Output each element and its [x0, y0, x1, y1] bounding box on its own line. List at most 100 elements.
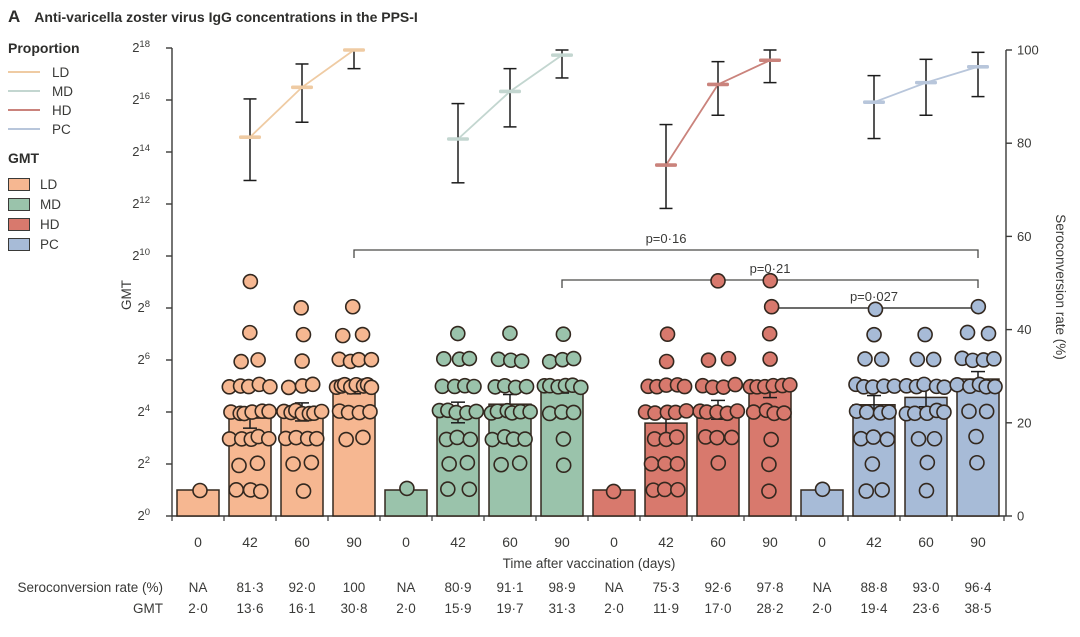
scatter-dot-HD — [669, 456, 686, 472]
right-tick-label: 100 — [1017, 43, 1039, 58]
scatter-dot-HD — [761, 456, 777, 473]
scatter-dot-LD — [338, 431, 354, 448]
x-tick-label: 90 — [762, 534, 778, 550]
x-tick-label: 90 — [346, 534, 362, 550]
scatter-dot-PC — [959, 324, 976, 341]
scatter-dot-HD — [763, 431, 779, 448]
proportion-marker-PC — [967, 64, 989, 69]
x-tick-label: 0 — [818, 534, 826, 550]
scatter-dot-PC — [969, 454, 985, 471]
scatter-dot-MD — [466, 378, 482, 395]
scatter-dot-MD — [555, 431, 572, 447]
ld-box-swatch — [8, 177, 30, 191]
table-value: 13·6 — [236, 601, 263, 616]
hd-line-swatch — [8, 109, 40, 111]
scatter-dot-MD — [502, 325, 518, 342]
scatter-dot-LD — [295, 483, 312, 499]
x-tick-label: 0 — [402, 534, 410, 550]
scatter-dot-MD — [513, 353, 530, 369]
pc-box-swatch — [8, 237, 30, 251]
scatter-dot-MD — [565, 350, 582, 367]
scatter-dot-PC — [864, 456, 881, 472]
x-tick-label: 42 — [866, 534, 882, 550]
scatter-dot-MD — [518, 378, 535, 395]
scatter-dot-HD — [658, 353, 675, 370]
scatter-dot-PC — [857, 351, 873, 367]
scatter-dot-HD — [710, 273, 726, 289]
x-tick-label: 60 — [294, 534, 310, 550]
scatter-dot-LD — [295, 326, 312, 343]
proportion-marker-PC — [863, 100, 885, 104]
scatter-dot-PC — [936, 379, 953, 395]
scatter-dot-MD — [441, 456, 457, 472]
scatter-dot-HD — [727, 376, 744, 393]
table-value: 19·4 — [860, 601, 888, 616]
bar-PC-day90 — [956, 378, 1000, 517]
table-value: NA — [397, 580, 416, 595]
legend-item-proportion-pc: PC — [8, 121, 71, 137]
scatter-dot-HD — [776, 405, 792, 421]
scatter-dot-LD — [249, 455, 266, 472]
scatter-dot-PC — [917, 326, 933, 343]
proportion-marker-MD — [551, 53, 573, 57]
left-tick-label: 22 — [137, 455, 150, 471]
table-row-label: GMT — [133, 601, 163, 616]
scatter-dot-HD — [763, 298, 780, 315]
scatter-dot-PC — [910, 431, 927, 447]
legend-label: MD — [40, 196, 61, 212]
legend-label: MD — [52, 83, 73, 99]
scatter-dot-PC — [978, 403, 995, 420]
scatter-dot-LD — [304, 376, 321, 393]
bar-HD-day60 — [696, 408, 740, 517]
table-value: 2·0 — [396, 601, 416, 616]
table-value: 11·9 — [653, 601, 679, 616]
scatter-dot-MD — [541, 353, 558, 370]
table-value: 93·0 — [912, 580, 939, 595]
left-tick-label: 26 — [137, 351, 150, 367]
y-axis-title: GMT — [119, 280, 134, 310]
scatter-dot-LD — [231, 457, 247, 474]
legend-label: HD — [40, 216, 60, 232]
scatter-dot-PC — [866, 326, 882, 343]
figure-header: A Anti-varicella zoster virus IgG concen… — [8, 7, 418, 27]
legend-label: LD — [52, 64, 70, 80]
proportion-marker-MD — [499, 89, 521, 94]
ld-line-swatch — [8, 71, 40, 73]
scatter-dot-LD — [355, 429, 371, 446]
scatter-dot-PC — [949, 376, 966, 393]
table-value: 30·8 — [340, 601, 367, 616]
x-tick-label: 60 — [710, 534, 726, 550]
pvalue-bracket — [353, 249, 979, 258]
scatter-dot-PC — [865, 429, 882, 445]
table-value: 100 — [343, 580, 366, 595]
table-value: 75·3 — [652, 580, 679, 595]
scatter-dot-MD — [461, 350, 478, 367]
scatter-dot-HD — [709, 429, 725, 446]
scatter-dot-HD — [720, 350, 737, 367]
table-value: 16·1 — [288, 601, 315, 616]
scatter-dot-MD — [493, 456, 509, 473]
md-box-swatch — [8, 197, 30, 211]
legend-proportion-title: Proportion — [8, 40, 80, 56]
table-value: 38·5 — [964, 601, 991, 616]
scatter-dot-MD — [573, 379, 589, 396]
right-tick-label: 80 — [1017, 136, 1031, 151]
scatter-dot-LD — [362, 403, 378, 420]
scatter-dot-MD — [565, 404, 582, 421]
scatter-dot-LD — [228, 482, 245, 498]
left-tick-label: 218 — [132, 39, 150, 55]
scatter-dot-MD — [449, 325, 466, 342]
table-value: 92·6 — [704, 580, 731, 595]
scatter-dot-PC — [919, 454, 936, 471]
scatter-dot-LD — [242, 273, 259, 290]
scatter-dot-MD — [555, 326, 572, 343]
scatter-dot-HD — [659, 326, 676, 342]
table-value: 23·6 — [912, 601, 939, 616]
legend-label: PC — [52, 121, 71, 137]
proportion-marker-LD — [239, 135, 261, 139]
x-tick-label: 0 — [610, 534, 618, 550]
scatter-dot-LD — [293, 300, 309, 316]
legend-item-proportion-md: MD — [8, 83, 73, 99]
